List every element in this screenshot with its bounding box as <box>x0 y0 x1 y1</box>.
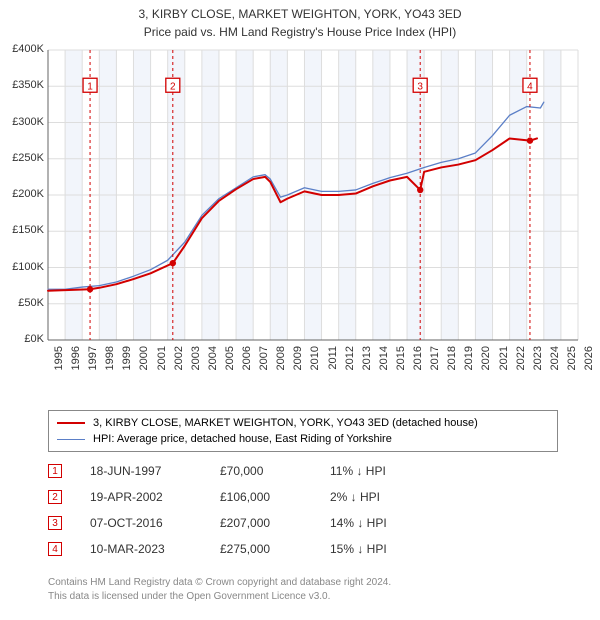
footer-line: Contains HM Land Registry data © Crown c… <box>48 576 391 590</box>
sale-price: £275,000 <box>220 542 330 556</box>
sale-marker-box: 3 <box>48 516 62 530</box>
sale-date: 18-JUN-1997 <box>90 464 220 478</box>
legend-swatch <box>57 439 85 440</box>
sale-diff: 14% ↓ HPI <box>330 516 450 530</box>
sale-date: 19-APR-2002 <box>90 490 220 504</box>
sales-row: 3 07-OCT-2016 £207,000 14% ↓ HPI <box>48 510 450 536</box>
sale-date: 10-MAR-2023 <box>90 542 220 556</box>
sale-marker-box: 1 <box>48 464 62 478</box>
sale-diff: 15% ↓ HPI <box>330 542 450 556</box>
chart-title-line1: 3, KIRBY CLOSE, MARKET WEIGHTON, YORK, Y… <box>0 0 600 23</box>
sale-date: 07-OCT-2016 <box>90 516 220 530</box>
legend: 3, KIRBY CLOSE, MARKET WEIGHTON, YORK, Y… <box>48 410 558 452</box>
sale-price: £207,000 <box>220 516 330 530</box>
sale-diff: 11% ↓ HPI <box>330 464 450 478</box>
legend-swatch <box>57 422 85 424</box>
figure: 3, KIRBY CLOSE, MARKET WEIGHTON, YORK, Y… <box>0 0 600 620</box>
svg-text:1: 1 <box>87 81 93 92</box>
chart-area: 1234 19951996199719981999200020012002200… <box>0 42 600 402</box>
sales-row: 4 10-MAR-2023 £275,000 15% ↓ HPI <box>48 536 450 562</box>
sale-price: £106,000 <box>220 490 330 504</box>
legend-row: HPI: Average price, detached house, East… <box>57 431 549 447</box>
legend-label: HPI: Average price, detached house, East… <box>93 433 392 445</box>
sales-table: 1 18-JUN-1997 £70,000 11% ↓ HPI 2 19-APR… <box>48 458 450 562</box>
legend-row: 3, KIRBY CLOSE, MARKET WEIGHTON, YORK, Y… <box>57 415 549 431</box>
chart-title-line2: Price paid vs. HM Land Registry's House … <box>0 23 600 39</box>
svg-text:4: 4 <box>527 81 533 92</box>
chart-svg: 1 2 3 4 <box>0 42 600 402</box>
sales-row: 1 18-JUN-1997 £70,000 11% ↓ HPI <box>48 458 450 484</box>
sale-marker-box: 4 <box>48 542 62 556</box>
sale-price: £70,000 <box>220 464 330 478</box>
svg-text:2: 2 <box>170 81 176 92</box>
sale-diff: 2% ↓ HPI <box>330 490 450 504</box>
footer-line: This data is licensed under the Open Gov… <box>48 590 391 604</box>
footer: Contains HM Land Registry data © Crown c… <box>48 576 391 603</box>
sale-marker-box: 2 <box>48 490 62 504</box>
sales-row: 2 19-APR-2002 £106,000 2% ↓ HPI <box>48 484 450 510</box>
legend-label: 3, KIRBY CLOSE, MARKET WEIGHTON, YORK, Y… <box>93 417 478 429</box>
svg-text:3: 3 <box>417 81 423 92</box>
